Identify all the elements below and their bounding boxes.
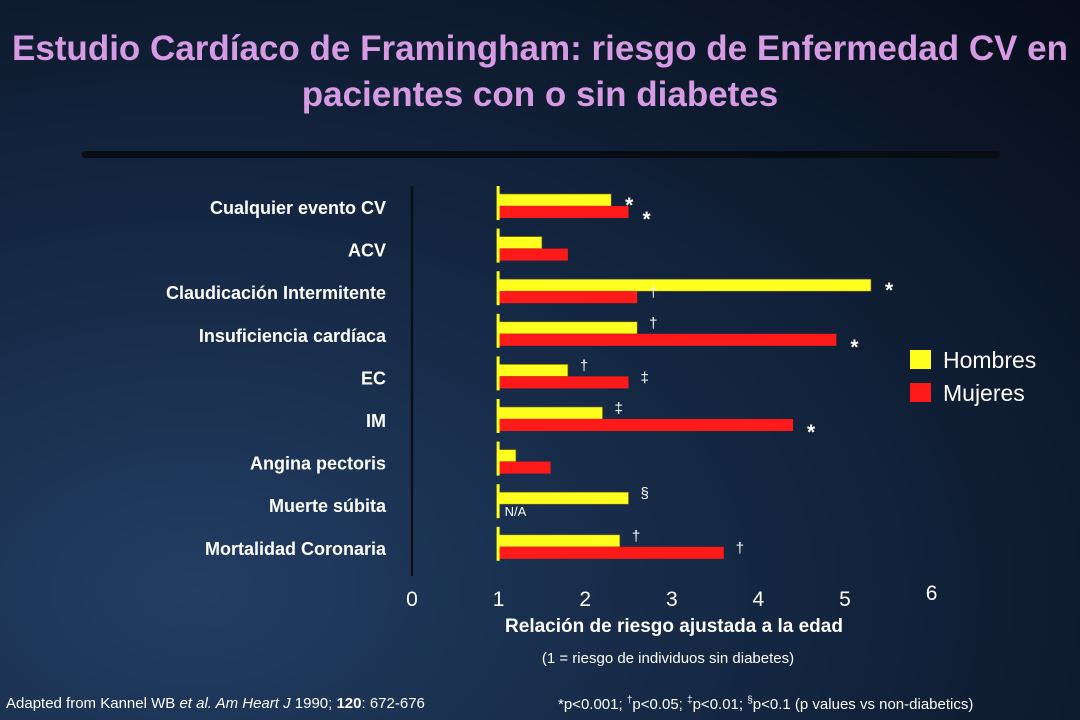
baseline-marker — [496, 441, 500, 476]
bar-hombres — [498, 491, 629, 505]
legend-swatch-hombres — [910, 350, 931, 369]
category-label: Angina pectoris — [250, 454, 386, 474]
p3-text: p<0.01; — [692, 696, 748, 713]
x-tick-label: 4 — [753, 588, 765, 611]
x-tick-label: 2 — [579, 588, 591, 611]
citation-volume: 120 — [336, 695, 362, 712]
bar-hombres — [498, 364, 569, 377]
p4-text: p<0.1 (p values vs non-diabetics) — [752, 696, 974, 713]
bar-mujeres — [498, 206, 629, 218]
citation-year: 1990; — [290, 695, 337, 712]
significance-marker: ‡ — [615, 400, 623, 417]
citation-pages: : 672-676 — [361, 695, 425, 712]
citation-journal: et al. Am Heart J — [179, 695, 291, 712]
x-tick-label: 1 — [493, 588, 505, 611]
baseline-marker — [496, 356, 500, 391]
bar-mujeres — [498, 291, 638, 304]
bar-mujeres — [498, 248, 568, 261]
significance-marker: * — [885, 279, 894, 302]
baseline-marker — [496, 484, 500, 519]
p1-text: p<0.001; — [563, 696, 627, 713]
category-label: Claudicación Intermitente — [166, 283, 386, 303]
category-label: ACV — [348, 241, 386, 261]
legend-label-hombres: Hombres — [943, 347, 1036, 373]
legend: Hombres Mujeres — [910, 347, 1036, 406]
x-tick-label: 0 — [406, 588, 418, 611]
p2-text: p<0.05; — [632, 696, 688, 713]
bar-mujeres — [498, 333, 837, 346]
p3-symbol: ‡ — [687, 695, 693, 706]
risk-ratio-chart: Cualquier evento CV ACV Claudicación Inter… — [166, 186, 1036, 667]
p2-symbol: † — [626, 695, 633, 706]
bar-hombres — [498, 406, 603, 420]
citation-prefix: Adapted from Kannel WB — [6, 695, 180, 712]
category-label: Muerte súbita — [269, 496, 387, 516]
bar-mujeres — [498, 419, 794, 431]
significance-marker: § — [641, 485, 649, 502]
p4-symbol: § — [747, 695, 753, 706]
significance-marker: † — [649, 315, 657, 332]
significance-marker: † — [649, 284, 657, 301]
bar-hombres — [498, 449, 517, 462]
legend-label-mujeres: Mujeres — [943, 380, 1025, 406]
category-label: Insuficiencia cardíaca — [199, 326, 387, 346]
significance-marker: † — [580, 357, 588, 374]
bar-mujeres — [498, 461, 551, 474]
x-axis-label: Relación de riesgo ajustada a la edad — [505, 616, 843, 637]
bar-hombres — [498, 278, 872, 292]
significance-markers: * * * † † * † ‡ ‡ * § N/A † † — [505, 194, 894, 557]
bar-hombres — [498, 321, 638, 335]
not-available-label: N/A — [505, 504, 527, 519]
category-label: IM — [366, 411, 386, 431]
baseline-marker — [496, 186, 500, 220]
category-label: Mortalidad Coronaria — [205, 539, 387, 559]
bar-mujeres — [498, 376, 629, 389]
title-divider — [82, 151, 1000, 158]
baseline-marker — [496, 313, 500, 348]
x-tick-labels: 0 1 2 3 4 5 6 — [406, 582, 937, 611]
category-labels: Cualquier evento CV ACV Claudicación Inter… — [166, 198, 387, 559]
category-label: EC — [361, 368, 386, 388]
baseline-marker — [496, 228, 500, 263]
baseline-marker — [496, 271, 500, 306]
significance-marker: † — [632, 528, 640, 545]
x-tick-label: 3 — [666, 588, 678, 611]
bar-hombres — [498, 193, 612, 207]
p-value-legend: *p<0.001; †p<0.05; ‡p<0.01; §p<0.1 (p va… — [558, 695, 973, 713]
baseline-marker — [496, 526, 500, 561]
source-citation: Adapted from Kannel WB et al. Am Heart J… — [6, 695, 425, 712]
x-tick-label: 5 — [839, 588, 851, 611]
significance-marker: * — [807, 421, 816, 444]
x-tick-label: 6 — [926, 582, 938, 605]
significance-marker: * — [643, 208, 652, 231]
bar-hombres — [498, 534, 621, 548]
x-axis-subtitle: (1 = riesgo de individuos sin diabetes) — [542, 650, 794, 667]
significance-marker: * — [625, 194, 634, 217]
bar-mujeres — [498, 546, 724, 559]
bars-group — [496, 186, 872, 561]
baseline-marker — [496, 399, 500, 433]
significance-marker: † — [736, 540, 744, 557]
category-label: Cualquier evento CV — [210, 198, 386, 218]
significance-marker: ‡ — [641, 369, 649, 386]
slide-title: Estudio Cardíaco de Framingham: riesgo d… — [11, 29, 1069, 114]
p1-symbol: * — [558, 696, 564, 713]
bar-hombres — [498, 236, 543, 249]
significance-marker: * — [850, 336, 859, 359]
legend-swatch-mujeres — [910, 383, 931, 402]
